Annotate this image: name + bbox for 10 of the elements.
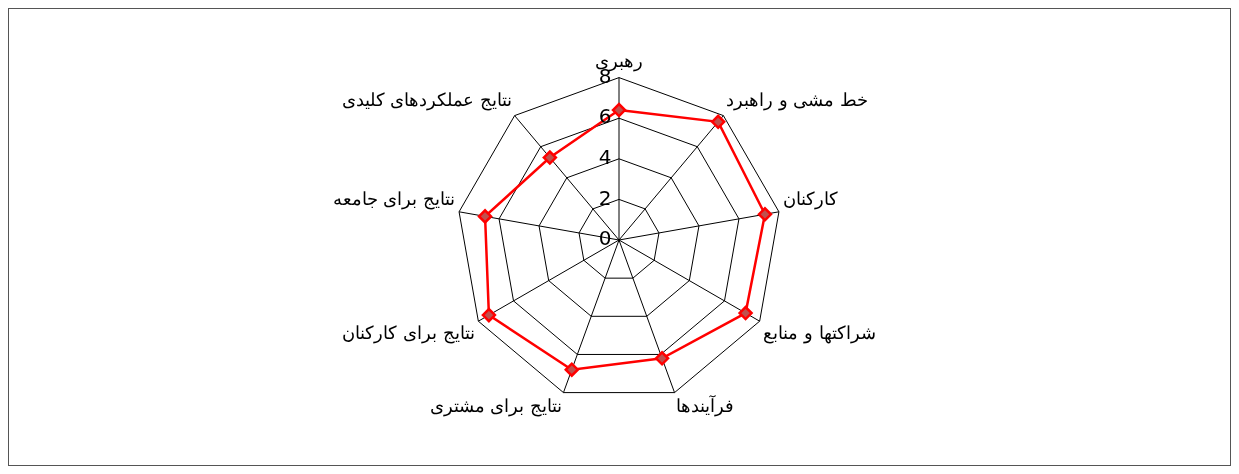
spoke-label: فرآیندها bbox=[675, 394, 734, 417]
spoke-label: نتایج برای جامعه bbox=[332, 187, 456, 210]
spoke-label: نتایج عملکردهای کلیدی bbox=[341, 89, 513, 112]
spoke-label: شراکتها و منابع bbox=[763, 321, 876, 344]
spoke-label: خط مشی و راهبرد bbox=[725, 89, 869, 112]
spoke-label: نتایج برای کارکنان bbox=[342, 321, 475, 344]
y-tick-label: 2 bbox=[598, 185, 612, 210]
spoke-label: نتایج برای مشتری bbox=[429, 394, 563, 417]
y-tick-label: 4 bbox=[598, 145, 612, 169]
spoke-label: کارکنان bbox=[782, 187, 838, 210]
